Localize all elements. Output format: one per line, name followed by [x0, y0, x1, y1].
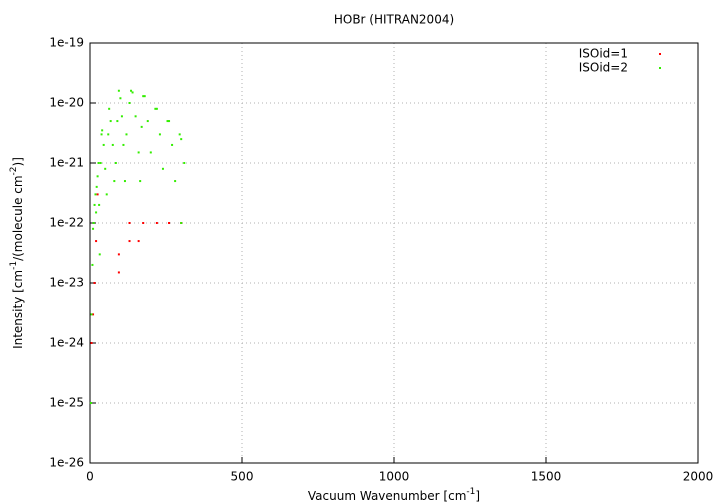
point	[94, 193, 97, 196]
point	[171, 143, 174, 146]
point	[95, 185, 98, 188]
point	[109, 120, 112, 123]
point	[128, 222, 131, 224]
point	[140, 125, 143, 128]
point	[99, 162, 102, 164]
point	[104, 167, 107, 170]
point	[134, 115, 137, 118]
point	[113, 180, 116, 183]
y-tick-label: 1e-23	[49, 276, 84, 290]
x-tick-label: 2000	[683, 470, 714, 484]
point	[91, 263, 94, 266]
point	[96, 193, 99, 196]
point	[90, 342, 93, 344]
x-tick-label: 1000	[379, 470, 410, 484]
y-axis-label: Intensity [cm-1/(molecule cm-2)]	[9, 157, 25, 349]
point	[149, 151, 152, 154]
legend-marker	[659, 53, 661, 55]
point	[100, 133, 103, 136]
legend-label: ISOid=2	[579, 61, 628, 75]
point	[142, 95, 145, 98]
point	[108, 107, 111, 110]
point	[137, 151, 140, 154]
point	[96, 175, 99, 178]
point	[117, 89, 120, 92]
point	[174, 180, 177, 183]
point	[161, 167, 164, 170]
point	[95, 211, 98, 214]
point	[98, 253, 101, 256]
y-tick-label: 1e-25	[49, 396, 84, 410]
y-tick-label: 1e-20	[49, 96, 84, 110]
point	[97, 162, 100, 164]
point	[93, 282, 96, 284]
point	[107, 133, 110, 136]
point	[180, 138, 183, 141]
point	[111, 143, 114, 146]
point	[95, 240, 98, 243]
point	[146, 120, 149, 123]
point	[117, 253, 120, 256]
point	[101, 129, 104, 132]
chart-title: HOBr (HITRAN2004)	[334, 13, 454, 27]
point	[117, 271, 120, 274]
point	[120, 115, 123, 118]
point	[128, 102, 131, 104]
x-tick-label: 0	[86, 470, 94, 484]
point	[142, 222, 145, 224]
y-tick-label: 1e-22	[49, 216, 84, 230]
legend-marker	[659, 67, 661, 69]
point	[92, 227, 95, 230]
y-tick-label: 1e-26	[49, 456, 84, 470]
x-axis-label: Vacuum Wavenumber [cm-1]	[308, 487, 480, 503]
point	[168, 222, 171, 224]
point	[178, 133, 181, 136]
point	[155, 222, 158, 224]
y-tick-label: 1e-19	[49, 36, 84, 50]
point	[180, 222, 183, 224]
point	[102, 143, 105, 146]
x-tick-label: 500	[231, 470, 254, 484]
point	[137, 240, 140, 243]
x-tick-label: 1500	[531, 470, 562, 484]
point	[125, 133, 128, 136]
y-tick-label: 1e-24	[49, 336, 84, 350]
point	[116, 120, 119, 123]
point	[128, 240, 131, 243]
point	[122, 143, 125, 146]
legend-label: ISOid=1	[579, 47, 628, 61]
point	[89, 402, 92, 404]
point	[114, 162, 117, 164]
point	[168, 120, 171, 123]
point	[183, 162, 186, 164]
point	[155, 107, 158, 110]
point	[154, 107, 157, 110]
point	[158, 133, 161, 136]
point	[139, 180, 142, 183]
point	[90, 313, 93, 316]
point	[92, 222, 95, 224]
point	[93, 203, 96, 206]
point	[119, 97, 122, 100]
point	[143, 95, 146, 98]
point	[166, 120, 169, 123]
y-tick-label: 1e-21	[49, 156, 84, 170]
point	[98, 203, 101, 206]
plot-frame	[89, 42, 699, 464]
point	[123, 180, 126, 183]
point	[92, 313, 95, 316]
point	[130, 89, 133, 92]
point	[131, 91, 134, 94]
point	[105, 193, 108, 196]
